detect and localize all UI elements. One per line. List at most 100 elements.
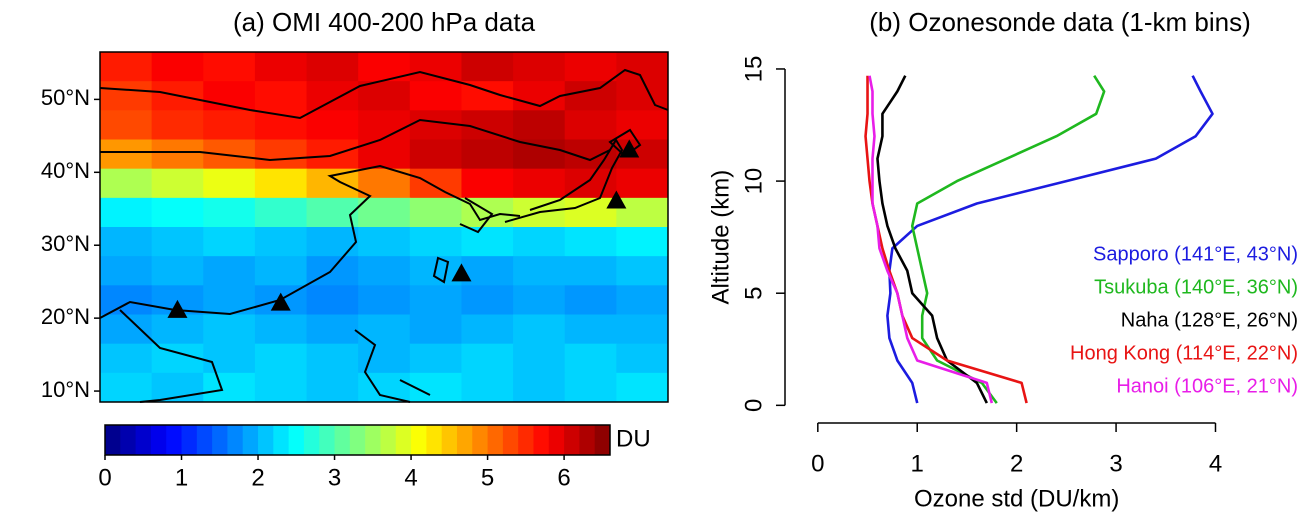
colorbar-step	[472, 425, 489, 455]
colorbar-step	[548, 425, 565, 455]
heatmap-cell	[564, 314, 617, 345]
colorbar-step	[518, 425, 534, 455]
y-tick-label: 0	[740, 399, 767, 412]
heatmap-cell	[254, 52, 308, 82]
heatmap-cell	[409, 81, 462, 111]
colorbar-label: DU	[616, 425, 651, 452]
heatmap-cell	[513, 110, 566, 140]
y-axis-title: Altitude (km)	[707, 170, 734, 305]
heatmap-cell	[203, 110, 256, 140]
heatmap-cell	[100, 285, 153, 315]
colorbar-tick-label: 3	[328, 464, 341, 491]
heatmap-cell	[616, 227, 669, 257]
heatmap-cell	[513, 52, 566, 82]
coastline	[432, 256, 450, 284]
heatmap-cell	[409, 372, 462, 403]
heatmap-cell	[151, 256, 204, 286]
heatmap-cell	[151, 168, 204, 199]
heatmap-cell	[203, 343, 256, 374]
heatmap-cell	[203, 256, 256, 286]
colorbar-step	[395, 425, 412, 455]
heatmap-cell	[254, 256, 308, 286]
coastline	[99, 164, 521, 319]
heatmap-cell	[203, 197, 256, 228]
heatmap-cell	[564, 343, 617, 374]
colorbar-step	[426, 425, 443, 455]
heatmap-cell	[100, 227, 153, 257]
heatmap-cell	[564, 372, 617, 403]
legend-entry: Tsukuba (140°E, 36°N)	[1094, 276, 1298, 298]
colorbar-frame	[104, 424, 611, 456]
heatmap-cell	[616, 314, 669, 345]
heatmap-cell	[616, 168, 669, 199]
colorbar-step	[181, 425, 198, 455]
colorbar-step	[212, 425, 228, 455]
coastline	[354, 329, 431, 403]
heatmap-cell	[461, 168, 514, 199]
heatmap-cell	[409, 197, 462, 228]
colorbar-step	[319, 425, 336, 455]
heatmap-cell	[358, 372, 411, 403]
heatmap-cell	[409, 343, 462, 374]
x-tick-label: 2	[1010, 450, 1023, 477]
heatmap-cell	[100, 256, 153, 286]
y-tick-label: 40°N	[41, 158, 90, 183]
heatmap-cell	[358, 197, 411, 228]
colorbar-step	[150, 425, 167, 455]
heatmap-cell	[100, 372, 153, 403]
colorbar-step	[533, 425, 550, 455]
series-line	[864, 75, 1028, 404]
colorbar-step	[411, 425, 427, 455]
heatmap-cell	[358, 256, 411, 286]
heatmap-cell	[409, 168, 462, 199]
heatmap-cell	[461, 139, 514, 170]
station-marker	[619, 139, 640, 158]
heatmap-cell	[461, 372, 514, 403]
heatmap-cell	[203, 227, 256, 257]
heatmap-cell	[254, 343, 308, 374]
colorbar-step	[242, 425, 259, 455]
heatmap-cell	[203, 372, 256, 403]
heatmap-cell	[306, 343, 359, 374]
heatmap-cell	[151, 227, 204, 257]
heatmap-cell	[151, 52, 204, 82]
y-tick-label: 5	[740, 287, 767, 300]
heatmap-cell	[409, 52, 462, 82]
heatmap-cell	[100, 168, 153, 199]
colorbar-step	[456, 425, 473, 455]
coastline	[99, 68, 669, 120]
colorbar-step	[594, 425, 611, 455]
x-tick-label: 3	[1109, 450, 1122, 477]
station-marker	[606, 190, 627, 209]
heatmap-cell	[564, 227, 617, 257]
heatmap-cell	[461, 285, 514, 315]
colorbar-step	[487, 425, 504, 455]
heatmap-cell	[513, 372, 566, 403]
heatmap-cell	[513, 139, 566, 170]
heatmap-cell	[461, 227, 514, 257]
heatmap-cell	[564, 81, 617, 111]
heatmap-cell	[306, 168, 359, 199]
y-tick-label: 20°N	[41, 304, 90, 329]
heatmap-cell	[306, 197, 359, 228]
heatmap-cell	[203, 168, 256, 199]
station-marker	[167, 299, 188, 318]
heatmap-cell	[100, 343, 153, 374]
heatmap-cell	[564, 168, 617, 199]
heatmap-cell	[358, 314, 411, 345]
heatmap-cell	[100, 81, 153, 111]
heatmap-cell	[409, 314, 462, 345]
heatmap-cell	[358, 285, 411, 315]
heatmap-cell	[151, 110, 204, 140]
colorbar-step	[441, 425, 458, 455]
coastline	[504, 138, 624, 223]
y-tick-label: 30°N	[41, 231, 90, 256]
colorbar-tick-label: 2	[251, 464, 264, 491]
coastline	[459, 197, 494, 234]
heatmap-cell	[306, 285, 359, 315]
heatmap-cell	[616, 343, 669, 374]
heatmap-cell	[461, 197, 514, 228]
heatmap-cell	[203, 52, 256, 82]
